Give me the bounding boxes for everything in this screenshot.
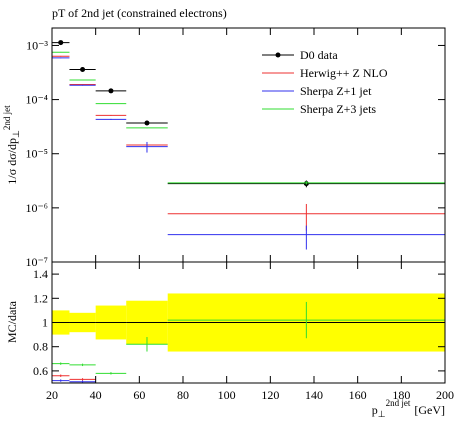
y-label-sub: ⊥ bbox=[11, 130, 21, 138]
legend-marker bbox=[275, 52, 281, 58]
data-point bbox=[144, 120, 150, 126]
x-tick-label: 80 bbox=[177, 388, 189, 402]
y-tick-label: 10⁻⁶ bbox=[25, 201, 48, 215]
x-tick-label: 140 bbox=[305, 388, 323, 402]
y-tick-label: 10⁻³ bbox=[26, 38, 48, 52]
y-tick-label: 0.6 bbox=[33, 364, 48, 378]
y-tick-label: 0.8 bbox=[33, 340, 48, 354]
x-tick-label: 40 bbox=[90, 388, 102, 402]
y-tick-label: 1.4 bbox=[33, 267, 48, 281]
ratio-y-label: MC/data bbox=[5, 300, 19, 343]
legend-label: D0 data bbox=[300, 48, 338, 62]
data-point bbox=[80, 66, 86, 72]
chart-title: pT of 2nd jet (constrained electrons) bbox=[52, 6, 227, 20]
x-label-sup: 2nd jet bbox=[386, 398, 411, 408]
y-label-sup: 2nd jet bbox=[2, 105, 12, 130]
y-tick-label: 1.2 bbox=[33, 291, 48, 305]
legend-label: Sherpa Z+3 jets bbox=[300, 102, 376, 116]
main-plot bbox=[52, 40, 445, 250]
x-tick-label: 60 bbox=[133, 388, 145, 402]
legend-label: Herwig++ Z NLO bbox=[300, 66, 388, 80]
x-tick-label: 200 bbox=[436, 388, 454, 402]
x-label-main: p bbox=[372, 403, 378, 417]
legend-label: Sherpa Z+1 jet bbox=[300, 84, 372, 98]
x-tick-label: 160 bbox=[349, 388, 367, 402]
x-label-sub: ⊥ bbox=[378, 409, 386, 419]
x-axis-label: p⊥2nd jet [GeV] bbox=[372, 398, 445, 419]
y-label-main: 1/σ dσ/dp bbox=[5, 138, 19, 185]
x-tick-label: 120 bbox=[261, 388, 279, 402]
y-tick-label: 10⁻⁴ bbox=[25, 93, 48, 107]
y-tick-label: 10⁻⁷ bbox=[25, 255, 48, 269]
data-point bbox=[108, 88, 114, 94]
y-axis-label: 1/σ dσ/dp⊥2nd jet bbox=[2, 105, 21, 185]
ratio-plot bbox=[52, 293, 445, 383]
x-tick-label: 20 bbox=[46, 388, 58, 402]
y-tick-label: 10⁻⁵ bbox=[25, 147, 48, 161]
y-tick-label: 1 bbox=[42, 316, 48, 330]
x-label-unit: [GeV] bbox=[414, 403, 445, 417]
data-point bbox=[58, 40, 64, 46]
x-tick-label: 180 bbox=[392, 388, 410, 402]
x-tick-label: 100 bbox=[218, 388, 236, 402]
